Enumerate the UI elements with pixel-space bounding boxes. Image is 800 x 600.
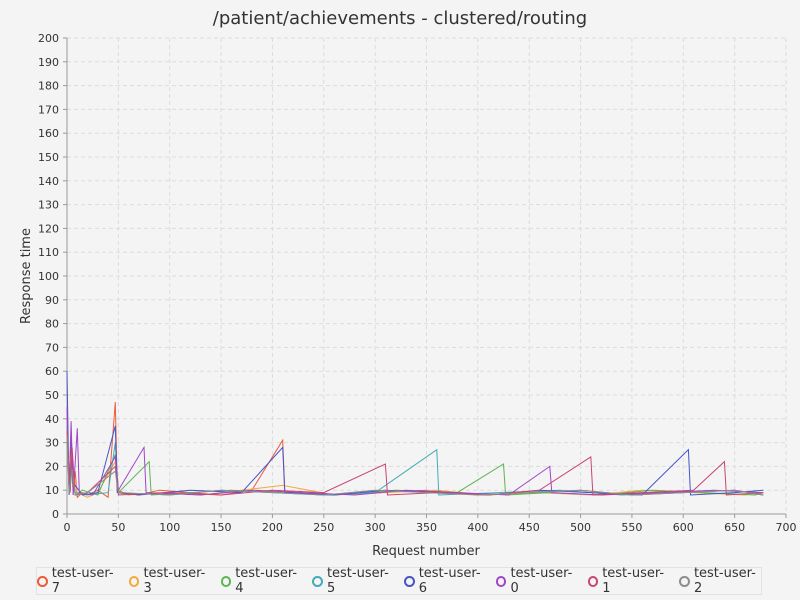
y-tick-label: 80 bbox=[45, 318, 59, 331]
legend-label: test-user-7 bbox=[51, 566, 114, 596]
y-tick-label: 130 bbox=[38, 199, 59, 212]
legend-marker-icon bbox=[37, 575, 48, 587]
x-tick-label: 600 bbox=[673, 521, 694, 534]
legend-item-test-user-7: test-user-7 bbox=[37, 566, 119, 596]
legend: test-user-7 test-user-3 test-user-4 test-us… bbox=[36, 566, 762, 596]
y-tick-label: 30 bbox=[45, 437, 59, 450]
y-axis-label: Response time bbox=[19, 228, 34, 324]
x-tick-label: 150 bbox=[211, 521, 232, 534]
y-tick-label: 0 bbox=[52, 508, 59, 521]
legend-item-test-user-5: test-user-5 bbox=[312, 566, 394, 596]
legend-item-test-user-6: test-user-6 bbox=[404, 566, 486, 596]
legend-label: test-user-5 bbox=[326, 566, 389, 596]
x-tick-label: 500 bbox=[570, 521, 591, 534]
y-tick-label: 90 bbox=[45, 294, 59, 307]
series-line-test-user-1 bbox=[66, 430, 764, 496]
legend-item-test-user-3: test-user-3 bbox=[128, 566, 211, 596]
x-tick-label: 400 bbox=[467, 521, 488, 534]
x-tick-label: 50 bbox=[111, 521, 125, 534]
x-tick-label: 450 bbox=[519, 521, 540, 534]
series-line-test-user-0 bbox=[66, 406, 764, 496]
series-line-test-user-5 bbox=[66, 423, 764, 496]
series-line-test-user-2 bbox=[66, 435, 764, 496]
series-line-test-user-4 bbox=[66, 442, 764, 496]
legend-label: test-user-6 bbox=[418, 566, 481, 596]
y-tick-label: 140 bbox=[38, 175, 59, 188]
y-tick-label: 70 bbox=[45, 341, 59, 354]
legend-marker-icon bbox=[495, 575, 507, 587]
y-tick-label: 190 bbox=[38, 56, 59, 69]
legend-marker-icon bbox=[220, 575, 232, 587]
x-tick-label: 0 bbox=[64, 521, 71, 534]
legend-marker-icon bbox=[679, 575, 690, 587]
y-tick-label: 160 bbox=[38, 127, 59, 140]
legend-label: test-user-2 bbox=[693, 566, 756, 596]
y-tick-label: 110 bbox=[38, 246, 59, 259]
y-tick-label: 40 bbox=[45, 413, 59, 426]
series-line-test-user-3 bbox=[66, 430, 764, 498]
x-tick-label: 200 bbox=[262, 521, 283, 534]
x-tick-label: 250 bbox=[313, 521, 334, 534]
y-tick-label: 60 bbox=[45, 365, 59, 378]
y-tick-label: 170 bbox=[38, 103, 59, 116]
x-tick-label: 650 bbox=[724, 521, 745, 534]
y-tick-label: 180 bbox=[38, 80, 59, 93]
x-tick-label: 100 bbox=[159, 521, 180, 534]
y-tick-label: 10 bbox=[45, 484, 59, 497]
legend-marker-icon bbox=[404, 575, 415, 587]
y-tick-label: 200 bbox=[38, 32, 59, 45]
series-line-test-user-7 bbox=[66, 402, 764, 499]
legend-marker-icon bbox=[312, 575, 323, 587]
legend-label: test-user-0 bbox=[510, 566, 573, 596]
legend-item-test-user-4: test-user-4 bbox=[220, 566, 303, 596]
legend-label: test-user-3 bbox=[143, 566, 206, 596]
legend-label: test-user-1 bbox=[602, 566, 665, 596]
legend-item-test-user-2: test-user-2 bbox=[679, 566, 761, 596]
x-tick-label: 350 bbox=[416, 521, 437, 534]
y-tick-label: 100 bbox=[38, 270, 59, 283]
legend-marker-icon bbox=[587, 575, 599, 587]
x-tick-label: 550 bbox=[621, 521, 642, 534]
legend-marker-icon bbox=[128, 575, 140, 587]
plot-area: 0 10 20 30 40 50 60 70 80 90 100 110 120 130 140 150 160… bbox=[38, 32, 797, 534]
series-line-test-user-6 bbox=[66, 371, 764, 496]
x-tick-label: 300 bbox=[365, 521, 386, 534]
y-tick-label: 150 bbox=[38, 151, 59, 164]
legend-item-test-user-1: test-user-1 bbox=[587, 566, 670, 596]
y-tick-label: 50 bbox=[45, 389, 59, 402]
x-axis-label: Request number bbox=[372, 544, 480, 559]
y-tick-label: 120 bbox=[38, 222, 59, 235]
legend-item-test-user-0: test-user-0 bbox=[495, 566, 578, 596]
y-tick-label: 20 bbox=[45, 460, 59, 473]
x-tick-label: 700 bbox=[776, 521, 797, 534]
legend-label: test-user-4 bbox=[235, 566, 298, 596]
chart-title: /patient/achievements - clustered/routin… bbox=[213, 8, 587, 29]
